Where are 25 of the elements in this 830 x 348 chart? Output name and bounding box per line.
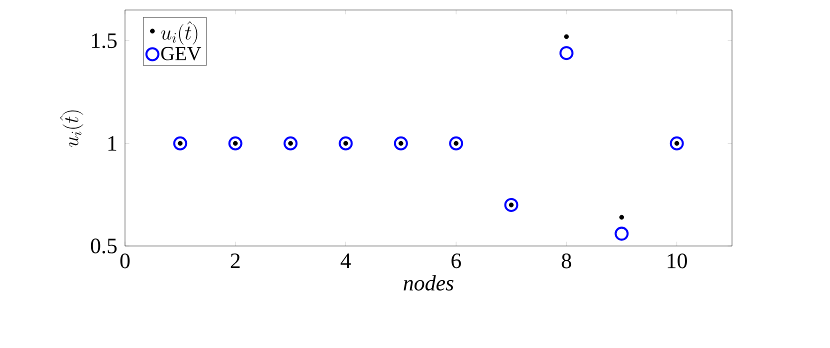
x-tick-label: 2 [230,254,240,268]
point [228,136,242,150]
point [619,214,624,220]
point [173,136,188,150]
point [284,136,298,150]
point [338,136,353,150]
y-tick-label: 1.5 [92,33,117,48]
y-axis-title: $u_i(\hat{t})$ [60,110,84,147]
y-tick-label: 0.5 [90,238,117,254]
point [559,46,574,60]
legend-label: GEV [161,46,202,60]
x-tick-label: 4 [340,254,351,268]
x-tick-label: 6 [452,254,461,268]
point [564,34,569,40]
x-axis-title: nodes [404,275,454,291]
x-tick-label: 0 [120,254,130,268]
point [670,136,684,150]
point [394,136,408,150]
point [449,136,464,150]
legend-label: $u_i(\hat{t})$ [160,21,198,45]
x-tick-label: 10 [668,254,687,268]
y-tick-label: 1 [108,136,116,151]
point [504,198,518,212]
point [614,226,629,241]
x-tick-label: 8 [562,254,572,268]
